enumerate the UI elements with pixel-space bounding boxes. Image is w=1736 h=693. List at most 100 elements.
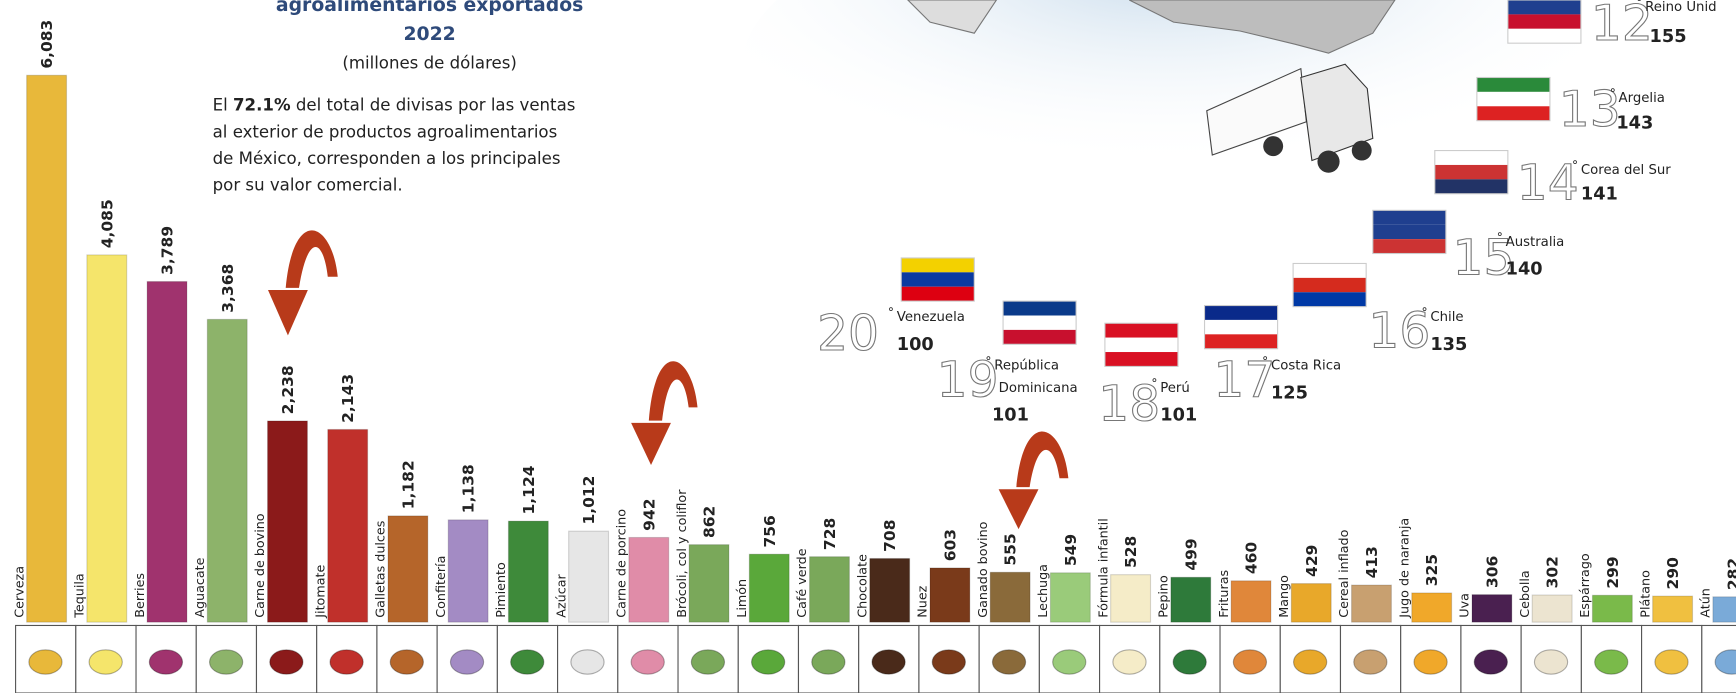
chart-title: agroalimentarios exportados (276, 0, 583, 16)
product-icon (510, 649, 545, 675)
flag (1002, 300, 1077, 345)
category-label: Fórmula infantil (1096, 518, 1111, 617)
value-label: 290 (1664, 557, 1682, 590)
product-icon (931, 649, 966, 675)
country-name: Reino Unid (1645, 0, 1716, 15)
flag-stripe (1293, 292, 1367, 307)
bar (568, 530, 610, 623)
flag-stripe (901, 257, 975, 273)
country-value: 101 (1160, 406, 1197, 426)
category-label: Pimiento (494, 562, 509, 618)
ordinal-mark: ° (1572, 158, 1578, 172)
flag-stripe (1434, 150, 1508, 165)
country-value: 100 (897, 335, 934, 355)
category-label: Cebolla (1518, 570, 1533, 617)
country-name: Venezuela (897, 310, 965, 325)
flag (1507, 0, 1582, 44)
truck (1206, 63, 1374, 173)
product-icon (690, 649, 726, 675)
flag-stripe (1293, 263, 1367, 278)
country-value: 143 (1616, 113, 1653, 133)
product-icon (1714, 649, 1736, 675)
product-icon (811, 649, 846, 675)
ship (907, 0, 998, 34)
value-label: 413 (1363, 546, 1381, 578)
rank-number: 13 (1559, 82, 1621, 138)
note-line: al exterior de productos agroalimentario… (213, 122, 558, 141)
category-label: Nuez (916, 585, 931, 617)
rank-number: 15 (1453, 231, 1515, 287)
country-name: Australia (1506, 235, 1565, 250)
country-value: 141 (1581, 184, 1618, 204)
country-value: 140 (1506, 260, 1543, 280)
flag-stripe (1507, 14, 1581, 29)
ordinal-mark: ° (888, 306, 894, 320)
note: El 72.1% del total de divisas por las ve… (213, 96, 576, 195)
country-name: Corea del Sur (1581, 163, 1671, 178)
value-label: 325 (1423, 554, 1441, 586)
ordinal-mark: ° (1497, 230, 1503, 244)
value-label: 1,182 (399, 460, 417, 509)
value-label: 1,012 (580, 476, 598, 525)
category-label: Ganado bovino (976, 521, 991, 617)
country-name: Perú (1160, 380, 1190, 396)
rank-number: 18 (1098, 377, 1160, 433)
bar (1712, 596, 1736, 623)
bar (1531, 594, 1573, 623)
country-name: Costa Rica (1271, 359, 1341, 374)
value-label: 549 (1062, 534, 1080, 566)
country-name: Chile (1430, 310, 1463, 325)
sky-glow (741, 0, 1584, 233)
note-text: 72.1% (233, 96, 291, 115)
ordinal-mark: ° (1262, 354, 1268, 368)
bar (1350, 584, 1392, 623)
product-icon (1594, 649, 1629, 675)
product-icon (389, 649, 424, 675)
flag (1104, 322, 1179, 367)
arrows (267, 230, 1069, 530)
bar (1471, 594, 1513, 623)
country-value: 155 (1650, 27, 1687, 47)
product-icon (570, 649, 605, 675)
value-label: 2,143 (339, 374, 357, 423)
category-label: Café verde (795, 548, 810, 617)
bar (447, 519, 489, 623)
flag (1292, 262, 1367, 308)
bar (507, 520, 549, 623)
flag (1476, 76, 1551, 122)
note-text: El (213, 96, 233, 115)
flag-stripe (1476, 106, 1550, 121)
value-label: 1,138 (460, 464, 478, 513)
flag (1203, 304, 1279, 350)
product-icon (449, 649, 485, 675)
product-icon (1292, 649, 1328, 675)
flag (1434, 150, 1509, 195)
flag-stripe (1372, 239, 1446, 254)
flag-stripe (901, 272, 975, 287)
flag-stripe (1104, 352, 1178, 367)
category-label: Confitería (434, 556, 449, 618)
flag-stripe (1476, 77, 1550, 92)
value-label: 302 (1544, 556, 1562, 588)
value-label: 4,085 (98, 199, 116, 248)
flag-stripe (1204, 319, 1278, 335)
flag-stripe (1204, 305, 1278, 320)
chart-year: 2022 (403, 24, 455, 45)
bar (266, 420, 308, 623)
flag-stripe (1372, 224, 1446, 240)
bar (387, 515, 429, 623)
product-icon (269, 649, 304, 675)
product-icon (148, 649, 184, 675)
product-icon (630, 649, 665, 675)
rank-number: 16 (1368, 304, 1430, 360)
note-text: del total de divisas por las ventas (291, 96, 576, 115)
category-label: Jugo de naranja (1397, 518, 1412, 619)
flag-stripe (901, 286, 975, 302)
value-label: 2,238 (279, 365, 297, 414)
product-icon (1232, 649, 1268, 675)
flag-stripe (1372, 210, 1446, 225)
country-name: Argelia (1619, 91, 1665, 106)
country-value: 125 (1271, 384, 1308, 404)
